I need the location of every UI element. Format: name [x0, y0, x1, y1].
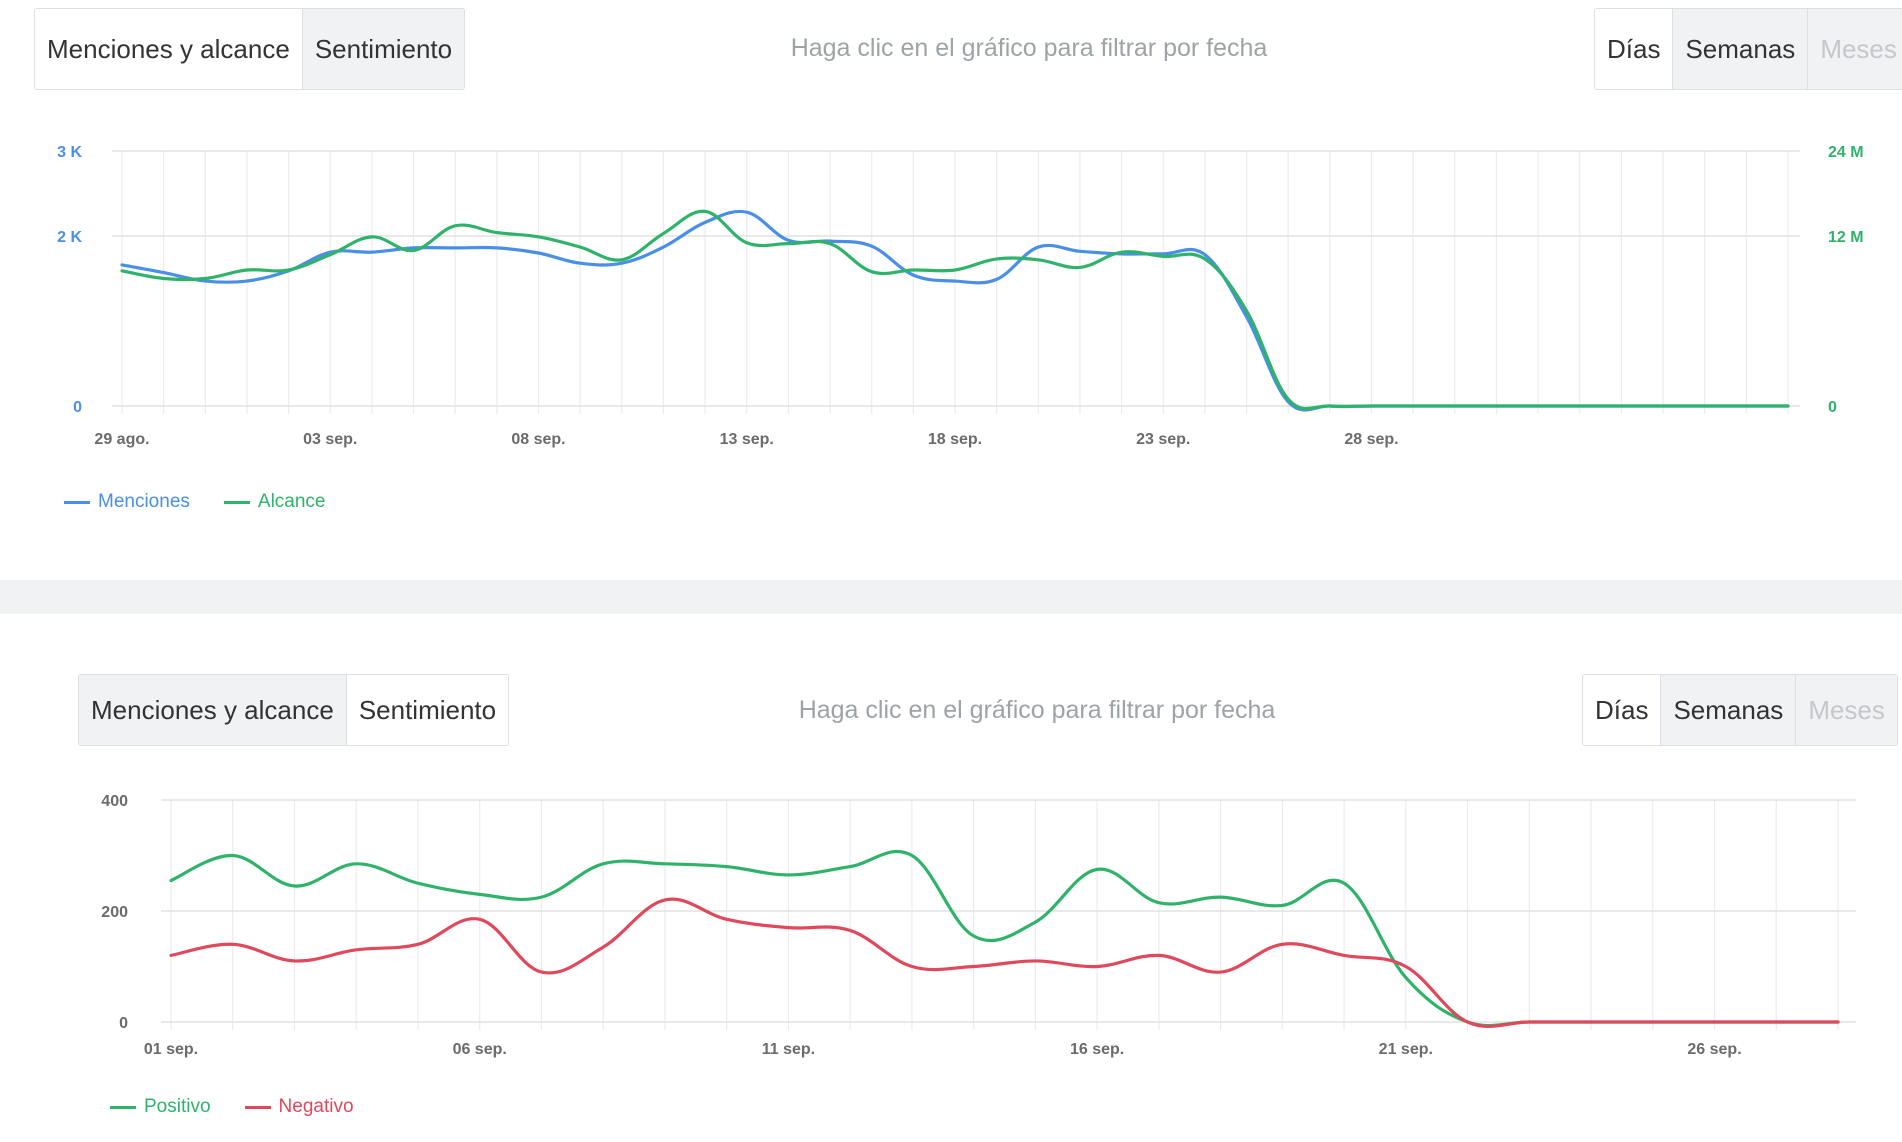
- chart1-x-tick-label: 23 sep.: [1136, 431, 1190, 448]
- legend-label-negativo: Negativo: [278, 1096, 354, 1117]
- legend-label-alcance: Alcance: [257, 491, 326, 512]
- period-meses-button[interactable]: Meses: [1807, 9, 1902, 89]
- period-semanas-button[interactable]: Semanas: [1672, 9, 1808, 89]
- chart2-x-tick-label: 06 sep.: [453, 1041, 507, 1058]
- filter-hint: Haga clic en el gráfico para filtrar por…: [790, 34, 1268, 62]
- sentiment-panel: Menciones y alcance Sentimiento Haga cli…: [28, 614, 1902, 1142]
- tab-menciones-alcance[interactable]: Menciones y alcance: [35, 9, 302, 89]
- chart2-grid: [161, 799, 1856, 1030]
- legend-item-negativo[interactable]: Negativo: [244, 1096, 354, 1118]
- chart2-y-tick-label: 0: [119, 1015, 128, 1032]
- chart1-x-tick-label: 28 sep.: [1344, 431, 1398, 448]
- chart1-y2-tick-label: 24 M: [1828, 144, 1864, 161]
- tab-menciones-alcance-2[interactable]: Menciones y alcance: [79, 675, 346, 745]
- chart1-x-tick-label: 29 ago.: [94, 431, 149, 448]
- chart2-x-tick-label: 01 sep.: [144, 1041, 198, 1058]
- legend-item-positivo[interactable]: Positivo: [110, 1096, 211, 1118]
- chart1-legend: Menciones Alcance: [64, 491, 326, 513]
- legend-label-positivo: Positivo: [144, 1096, 211, 1117]
- chart1-x-tick-label: 08 sep.: [511, 431, 565, 448]
- negativo-swatch: [244, 1105, 271, 1109]
- chart1-y2-tick-label: 0: [1828, 399, 1837, 416]
- chart2-x-tick-label: 16 sep.: [1070, 1041, 1124, 1058]
- period-toggle-2: Días Semanas Meses: [1582, 674, 1898, 746]
- mentions-reach-panel: Menciones y alcance Sentimiento Haga cli…: [0, 0, 1902, 513]
- chart1-y-tick-label: 3 K: [57, 144, 82, 161]
- positivo-swatch: [110, 1105, 136, 1109]
- tab-sentimiento[interactable]: Sentimiento: [301, 9, 465, 89]
- legend-label-menciones: Menciones: [98, 491, 190, 512]
- chart2-legend: Positivo Negativo: [110, 1096, 354, 1118]
- view-tab-group: Menciones y alcance Sentimiento: [34, 8, 466, 90]
- chart2-x-tick-label: 26 sep.: [1687, 1041, 1741, 1058]
- period-dias-button-2[interactable]: Días: [1583, 675, 1661, 745]
- series-line-negativo: [169, 897, 1840, 1029]
- chart1-x-tick-label: 03 sep.: [303, 431, 357, 448]
- chart1-y-tick-label: 0: [73, 399, 82, 416]
- chart1-x-tick-label: 18 sep.: [928, 431, 982, 448]
- chart2-y-tick-label: 400: [101, 793, 128, 810]
- filter-hint-2: Haga clic en el gráfico para filtrar por…: [798, 696, 1276, 724]
- alcance-swatch: [223, 500, 250, 504]
- series-line-alcance: [120, 209, 1790, 411]
- period-semanas-button-2[interactable]: Semanas: [1660, 675, 1796, 745]
- chart2-x-tick-label: 21 sep.: [1379, 1041, 1433, 1058]
- chart2-x-tick-label: 11 sep.: [762, 1041, 815, 1058]
- chart1-y-tick-label: 2 K: [57, 229, 82, 246]
- mentions-reach-chart[interactable]: 0 2 K 3 K 0 12 M 24 M 29 ago. 03 sep. 08 sep. 13 …: [0, 0, 1902, 470]
- view-tab-group-2: Menciones y alcance Sentimiento: [78, 674, 510, 746]
- legend-item-alcance[interactable]: Alcance: [223, 491, 326, 513]
- period-meses-button-2[interactable]: Meses: [1795, 675, 1897, 745]
- legend-item-menciones[interactable]: Menciones: [64, 491, 190, 513]
- chart1-x-tick-label: 13 sep.: [720, 431, 774, 448]
- series-line-positivo: [169, 849, 1840, 1028]
- tab-sentimiento-2[interactable]: Sentimiento: [345, 675, 509, 745]
- chart1-y2-tick-label: 12 M: [1828, 229, 1864, 246]
- menciones-swatch: [64, 500, 90, 504]
- panel-separator: [0, 580, 1902, 614]
- period-dias-button[interactable]: Días: [1595, 9, 1673, 89]
- sentiment-chart[interactable]: 0 200 400 01 sep. 06 sep. 11 sep. 16 sep. 21 se…: [0, 740, 1902, 1070]
- chart2-y-tick-label: 200: [101, 904, 128, 921]
- period-toggle: Días Semanas Meses: [1594, 8, 1902, 90]
